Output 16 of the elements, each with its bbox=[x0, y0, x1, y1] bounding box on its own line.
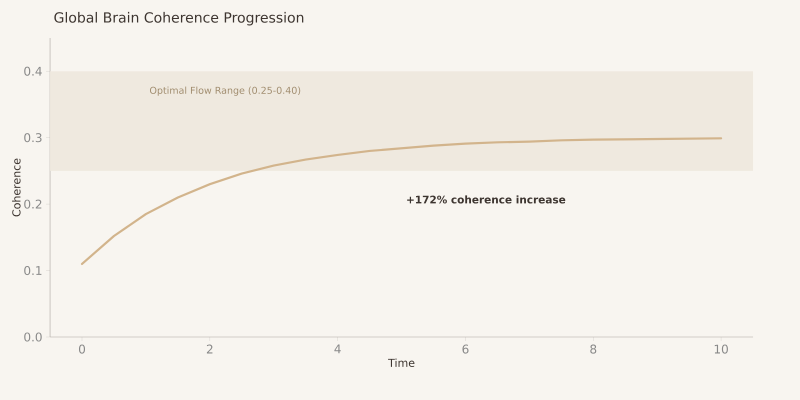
y-tick-label: 0.4 bbox=[24, 66, 42, 76]
y-tick-label: 0.1 bbox=[24, 266, 42, 276]
y-tick-label: 0.0 bbox=[24, 332, 42, 342]
y-tick-label: 0.2 bbox=[24, 200, 42, 209]
y-axis-title: Coherence bbox=[12, 158, 21, 216]
x-tick-label: 2 bbox=[206, 344, 212, 354]
band-label: Optimal Flow Range (0.25-0.40) bbox=[150, 86, 300, 96]
y-tick-label: 0.3 bbox=[24, 133, 42, 142]
x-tick-label: 4 bbox=[334, 344, 341, 354]
x-tick-label: 6 bbox=[462, 344, 469, 354]
x-tick-label: 0 bbox=[78, 344, 86, 354]
x-tick-label: 8 bbox=[590, 344, 596, 354]
chart-title: Global Brain Coherence Progression bbox=[54, 12, 304, 26]
x-tick-label: 10 bbox=[714, 344, 728, 354]
x-axis-title: Time bbox=[388, 358, 414, 367]
annotation: +172% coherence increase bbox=[407, 195, 566, 204]
